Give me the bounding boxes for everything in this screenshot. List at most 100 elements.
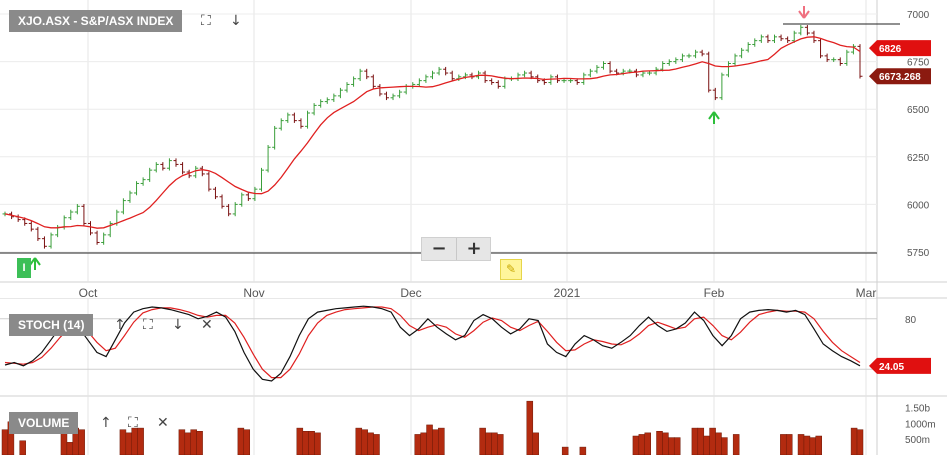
volume-bar: [355, 427, 363, 455]
price-panel-label[interactable]: XJO.ASX - S&P/ASX INDEX: [9, 10, 183, 32]
volume-bar: [125, 432, 133, 455]
y-tick-label: 6250: [907, 153, 930, 164]
stoch-flag-text: 24.05: [879, 362, 904, 373]
down-arrow-icon[interactable]: ↓: [230, 13, 242, 29]
close-icon[interactable]: ✕: [201, 317, 213, 333]
volume-bar: [367, 432, 374, 455]
volume-bar: [119, 429, 127, 455]
x-tick-label: Oct: [79, 286, 98, 300]
sell-signal-arrow: [798, 6, 810, 19]
volume-bar: [420, 432, 427, 455]
event-marker[interactable]: I: [17, 258, 31, 278]
stoch-tick-label: 80: [905, 315, 917, 326]
volume-bar: [561, 446, 569, 455]
volume-bar: [190, 429, 197, 455]
volume-bar: [78, 429, 85, 455]
moving-average-line: [4, 36, 861, 229]
expand-icon[interactable]: ⛶: [201, 13, 211, 29]
volume-bar: [809, 437, 817, 455]
volume-bar: [709, 427, 716, 455]
up-arrow-icon[interactable]: ↑: [114, 317, 126, 333]
volume-bar: [644, 432, 651, 455]
zoom-in-button[interactable]: +: [456, 238, 491, 260]
pencil-icon[interactable]: ✎: [500, 259, 522, 280]
volume-bar: [673, 437, 681, 455]
zoom-out-button[interactable]: −: [431, 238, 447, 259]
volume-bar: [721, 437, 728, 455]
expand-icon[interactable]: ⛶: [128, 415, 138, 431]
volume-bar: [184, 432, 192, 455]
zoom-control: − +: [421, 237, 491, 261]
volume-bar: [479, 427, 486, 455]
y-tick-label: 5750: [907, 248, 930, 259]
y-tick-label: 7000: [907, 10, 930, 21]
volume-bar: [178, 429, 186, 455]
volume-bar: [414, 434, 422, 455]
volume-bar: [497, 434, 504, 455]
volume-bar: [361, 429, 368, 455]
up-arrow-icon[interactable]: ↑: [100, 415, 112, 431]
y-tick-label: 6000: [907, 200, 930, 211]
volume-bar: [296, 427, 304, 455]
volume-bar: [237, 427, 245, 455]
volume-bar: [526, 400, 534, 455]
volume-bar: [66, 442, 74, 455]
price-flag-text: 6826: [879, 44, 902, 55]
x-tick-label: Feb: [704, 286, 725, 300]
x-axis-band: [0, 283, 876, 298]
volume-bar: [850, 427, 858, 455]
volume-bar: [532, 432, 539, 455]
volume-bar: [697, 427, 705, 455]
close-icon[interactable]: ✕: [157, 415, 169, 431]
volume-bar: [485, 432, 492, 455]
volume-bar: [856, 429, 864, 455]
volume-bar: [137, 427, 144, 455]
volume-bar: [703, 435, 710, 455]
volume-tick-label: 500m: [905, 435, 930, 446]
last-price-flag: [869, 68, 931, 85]
volume-bar: [632, 435, 640, 455]
volume-bar: [491, 432, 498, 455]
volume-bar: [19, 440, 26, 455]
volume-bar: [426, 424, 433, 455]
x-tick-label: Dec: [400, 286, 421, 300]
volume-bar: [1, 429, 9, 455]
volume-bar: [656, 431, 663, 455]
volume-bar: [373, 434, 380, 455]
y-tick-label: 6500: [907, 105, 930, 116]
stoch-panel-label[interactable]: STOCH (14): [9, 314, 94, 336]
price-flag: [869, 40, 931, 57]
volume-panel-label[interactable]: VOLUME: [9, 412, 79, 434]
volume-bar: [243, 429, 251, 455]
buy-signal-arrow: [708, 111, 720, 124]
volume-bar: [638, 434, 646, 455]
volume-bar: [780, 434, 787, 455]
volume-bar: [196, 431, 203, 455]
volume-bar: [432, 429, 439, 455]
volume-bar: [668, 437, 675, 455]
stoch-flag: [869, 357, 931, 374]
stoch-d-line: [4, 306, 861, 379]
stoch-k-line: [4, 305, 861, 382]
volume-bar: [579, 446, 587, 455]
volume-tick-label: 1000m: [905, 419, 936, 430]
x-tick-label: 2021: [554, 286, 581, 300]
down-arrow-icon[interactable]: ↓: [172, 317, 184, 333]
volume-bar: [662, 432, 669, 455]
volume-tick-label: 1.50b: [905, 404, 930, 415]
volume-bar: [732, 434, 740, 455]
volume-bar: [785, 434, 793, 455]
expand-icon[interactable]: ⛶: [143, 317, 153, 333]
volume-bar: [438, 427, 445, 455]
volume-bar: [797, 434, 805, 455]
y-tick-label: 6750: [907, 58, 930, 69]
volume-bar: [314, 432, 321, 455]
x-tick-label: Nov: [243, 286, 264, 300]
last-price-flag-text: 6673.268: [879, 72, 921, 83]
volume-bar: [691, 427, 699, 455]
volume-bar: [302, 431, 309, 455]
volume-bar: [308, 431, 315, 455]
volume-bar: [803, 435, 811, 455]
